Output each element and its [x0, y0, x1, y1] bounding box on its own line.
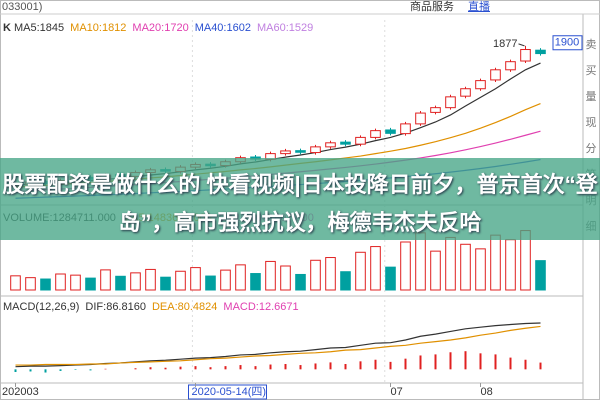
x-tick-label: 08 [481, 386, 493, 398]
volume-bar [460, 243, 471, 291]
volume-bar [235, 264, 246, 291]
candle-body [310, 146, 321, 154]
volume-bar [175, 270, 186, 291]
volume-bar [280, 265, 291, 291]
sidebar-label: 现 [586, 116, 597, 129]
volume-bar [220, 269, 231, 291]
indicator: MA60:1529 [257, 22, 313, 34]
y-tick-box [552, 35, 583, 51]
volume-bar [190, 267, 201, 291]
volume-bar [25, 277, 36, 291]
volume-bar [325, 257, 336, 291]
indicator: DIF:86.8160 [85, 301, 146, 313]
volume-bar [100, 269, 111, 291]
candle-body [370, 130, 381, 138]
menu-item: 直播 [468, 0, 490, 13]
menu-item: 商品服务 [410, 0, 454, 13]
code: 033001) [2, 1, 42, 13]
candle-body [490, 69, 501, 81]
indicator: DEA:80.4824 [152, 301, 217, 313]
candle-body [355, 136, 366, 145]
candle-body [415, 112, 426, 125]
sidebar-label: 买 [586, 64, 597, 77]
high-annotation: 1877 [493, 38, 517, 50]
candle-body [460, 88, 471, 97]
sidebar-label: 卖 [586, 38, 597, 51]
x-tick-label: 202003 [2, 386, 39, 398]
volume-bar [505, 239, 516, 291]
volume-bar [355, 251, 366, 291]
y-tick-label: 1900 [555, 37, 579, 49]
line-series [15, 322, 541, 368]
volume-bar [385, 266, 396, 291]
volume-bar [310, 259, 321, 291]
headline: 股票配资是做什么的 快看视频|日本投降日前夕，普京首次“登岛”，高市强烈抗议，梅… [2, 172, 598, 235]
volume-bar [340, 271, 351, 291]
candle-body [295, 150, 306, 153]
indicator: MA20:1720 [132, 22, 188, 34]
candle-body [400, 123, 411, 135]
volume-bar [10, 275, 21, 291]
candle-body [445, 96, 456, 109]
volume-bar [145, 268, 156, 291]
line-series [15, 325, 541, 366]
volume-bar [40, 278, 51, 291]
candle-body [385, 129, 396, 134]
volume-bar [265, 260, 276, 291]
volume-bar [250, 273, 261, 291]
volume-bar [475, 248, 486, 291]
volume-bar [400, 241, 411, 291]
candle-body [430, 107, 441, 113]
volume-bar [70, 274, 81, 291]
sidebar-label: 量 [586, 90, 597, 103]
volume-bar [85, 277, 96, 291]
volume-bar [205, 275, 216, 291]
high-pointer [518, 43, 525, 47]
overlay-band [0, 158, 600, 240]
sidebar-label: 分 [586, 142, 597, 155]
volume-bar [430, 250, 441, 291]
volume-bar [490, 234, 501, 291]
indicator: MACD(12,26,9) [3, 301, 79, 313]
indicator: MA10:1812 [70, 22, 126, 34]
candle-body [475, 80, 486, 90]
candle-body [520, 49, 531, 62]
candle-body [280, 150, 291, 155]
candle-body [505, 61, 516, 71]
indicator: MACD:12.6671 [223, 301, 298, 313]
x-tick-label: 2020-05-14(四) [192, 386, 267, 398]
volume-bar [55, 273, 66, 291]
candle-body [340, 141, 351, 145]
volume-bar [370, 246, 381, 291]
volume-bar [295, 273, 306, 291]
candle-body [535, 49, 546, 55]
volume-bar [115, 275, 126, 291]
volume-bar [160, 276, 171, 291]
candle-body [325, 142, 336, 148]
indicator: MA5:1845 [14, 22, 64, 34]
x-tick-label: 07 [391, 386, 403, 398]
cursor-box [188, 384, 267, 400]
volume-bar [445, 236, 456, 291]
indicator: MA40:1602 [195, 22, 251, 34]
volume-bar [130, 272, 141, 291]
chart-title: K [3, 22, 11, 34]
volume-bar [535, 260, 546, 291]
